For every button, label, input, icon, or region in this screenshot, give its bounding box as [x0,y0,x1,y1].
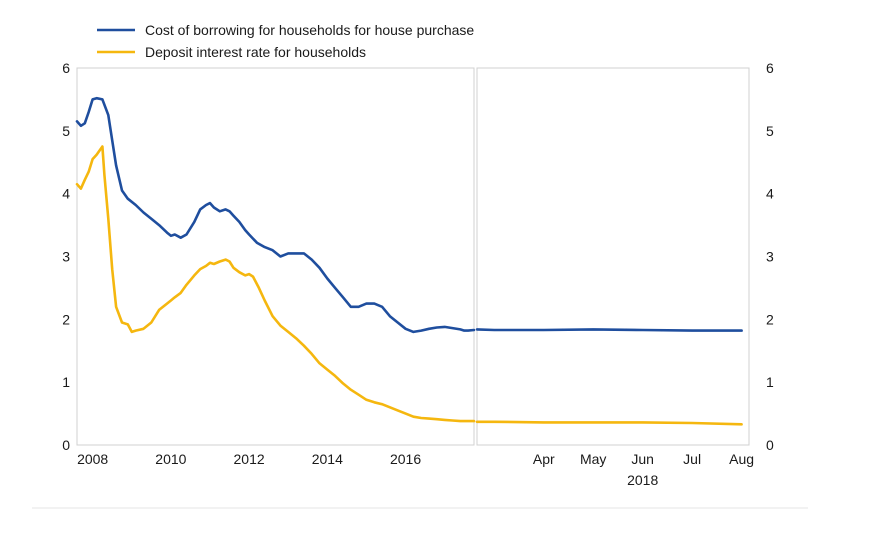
series-line-deposit-recent-months [475,420,743,426]
series-line-borrowing-recent-months [475,328,743,332]
x-tick-label: 2008 [77,451,108,467]
y-tick-label-right: 2 [766,311,774,327]
y-tick-label-left: 4 [62,186,70,202]
x-tick-label: Aug [729,451,754,467]
y-tick-label-left: 3 [62,249,70,265]
y-tick-label-left: 1 [62,374,70,390]
x-tick-label: Jun [631,451,654,467]
plot-area: 0 1 2 3 4 5 6 0 1 2 3 4 5 6 2008 2010 2012 2014 2016 Apr May… [62,60,774,488]
x-tick-label: 2014 [312,451,343,467]
legend-label-deposit: Deposit interest rate for households [145,44,366,60]
y-tick-label-right: 3 [766,249,774,265]
y-tick-label-left: 0 [62,437,70,453]
y-tick-label-right: 1 [766,374,774,390]
x-tick-label: 2010 [155,451,186,467]
y-tick-label-right: 0 [766,437,774,453]
legend-label-borrowing: Cost of borrowing for households for hou… [145,22,474,38]
x-sublabel-year: 2018 [627,472,658,488]
y-tick-label-left: 6 [62,60,70,76]
y-tick-label-right: 4 [766,186,774,202]
x-tick-label: Apr [533,451,555,467]
series-line-deposit-long-run [75,145,476,423]
x-tick-label: 2012 [234,451,265,467]
x-tick-label: 2016 [390,451,421,467]
y-tick-label-left: 2 [62,311,70,327]
panel-frame-long-run [76,67,475,446]
series-line-borrowing-long-run [75,96,476,334]
y-tick-label-right: 6 [766,60,774,76]
y-tick-label-right: 5 [766,123,774,139]
panel-frame-recent-months [476,67,750,446]
legend: Cost of borrowing for households for hou… [97,22,474,60]
x-tick-label: Jul [683,451,701,467]
x-tick-label: May [580,451,606,467]
y-tick-label-left: 5 [62,123,70,139]
